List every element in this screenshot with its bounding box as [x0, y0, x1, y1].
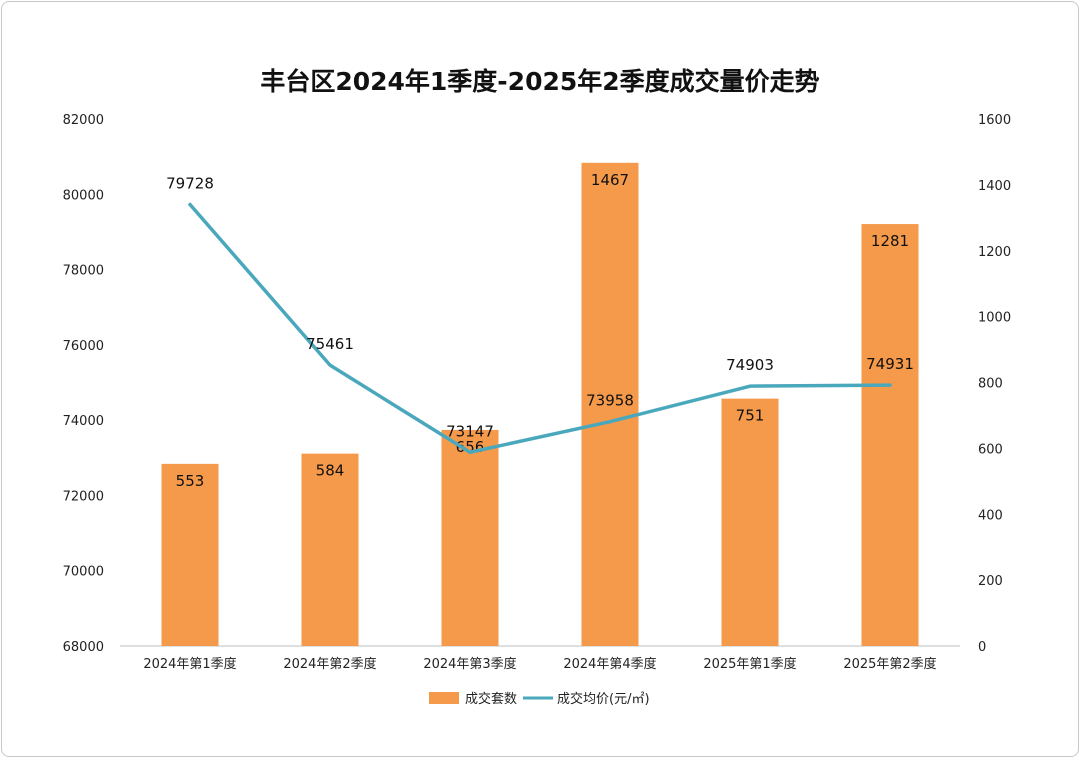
x-tick-label: 2025年第2季度	[843, 656, 936, 672]
price-point	[888, 383, 892, 387]
y-right-tick-label: 1600	[978, 113, 1011, 128]
y-left-tick-label: 74000	[63, 414, 104, 429]
x-tick-label: 2024年第1季度	[143, 656, 236, 672]
price-point	[608, 420, 612, 424]
y-right-tick-label: 1400	[978, 179, 1011, 194]
line-data-label: 75461	[306, 335, 354, 353]
price-line	[188, 202, 892, 455]
bar-data-label: 1281	[871, 232, 909, 250]
y-right-tick-label: 600	[978, 442, 1003, 457]
bar-data-label: 751	[736, 407, 765, 425]
bar	[721, 398, 779, 646]
y-left-tick-label: 68000	[63, 640, 104, 655]
line-data-label: 79728	[166, 175, 214, 193]
x-tick-label: 2024年第3季度	[423, 656, 516, 672]
chart-title: 丰台区2024年1季度-2025年2季度成交量价走势	[260, 67, 820, 96]
bar	[161, 463, 219, 646]
y-right-tick-label: 200	[978, 574, 1003, 589]
line-data-label: 74903	[726, 356, 774, 374]
price-point	[188, 203, 192, 207]
bar-data-label: 584	[316, 462, 345, 480]
price-point	[748, 384, 752, 388]
bar-data-label: 1467	[591, 171, 629, 189]
line-data-label: 74931	[866, 355, 914, 373]
bar	[301, 453, 359, 646]
bar-data-label: 553	[176, 472, 205, 490]
bar	[441, 429, 499, 646]
bar	[861, 224, 919, 646]
y-right-tick-label: 800	[978, 377, 1003, 392]
y-left-tick-label: 72000	[63, 489, 104, 504]
y-right-tick-label: 400	[978, 508, 1003, 523]
line-data-label: 73958	[586, 392, 634, 410]
y-right-tick-label: 1200	[978, 245, 1011, 260]
x-tick-label: 2024年第2季度	[283, 656, 376, 672]
legend-bar-swatch	[429, 692, 459, 704]
y-left-tick-label: 76000	[63, 339, 104, 354]
y-right-tick-label: 0	[978, 640, 986, 655]
x-tick-label: 2024年第4季度	[563, 656, 656, 672]
y-left-tick-label: 70000	[63, 565, 104, 580]
line-data-label: 73147	[446, 422, 494, 440]
bar	[581, 162, 639, 646]
price-point	[328, 363, 332, 367]
y-right-tick-label: 1000	[978, 311, 1011, 326]
legend-line-label: 成交均价(元/㎡)	[557, 691, 650, 707]
price-point	[468, 450, 472, 454]
x-tick-label: 2025年第1季度	[703, 656, 796, 672]
y-left-tick-label: 80000	[63, 188, 104, 203]
legend-bar-label: 成交套数	[465, 691, 517, 707]
y-left-tick-label: 82000	[63, 113, 104, 128]
y-left-tick-label: 78000	[63, 264, 104, 279]
